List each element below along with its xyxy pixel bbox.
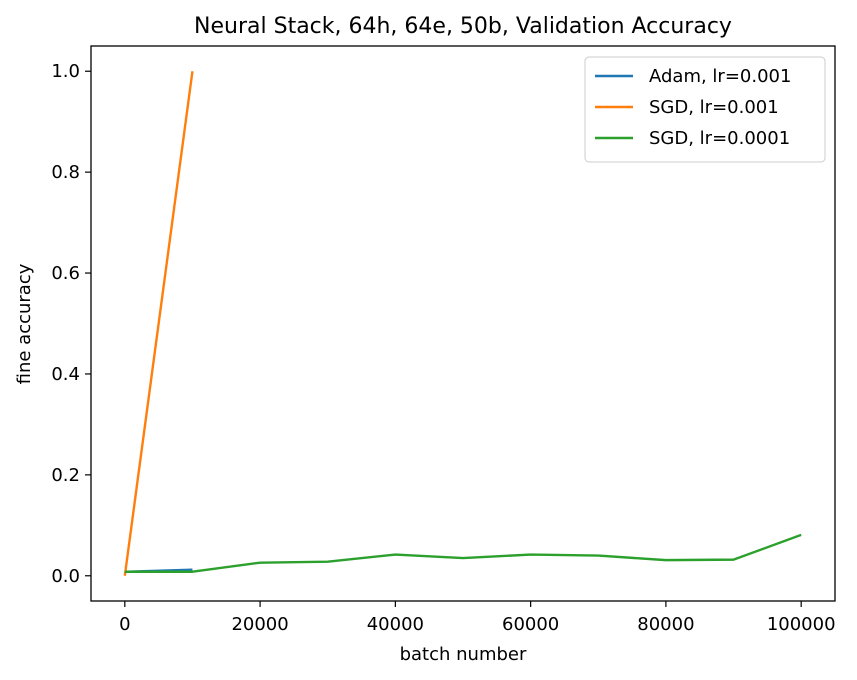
x-tick-label: 40000 [367, 614, 424, 635]
y-tick-label: 1.0 [51, 61, 80, 82]
legend: Adam, lr=0.001 SGD, lr=0.001 SGD, lr=0.000… [584, 56, 826, 163]
x-tick-label: 0 [119, 614, 130, 635]
chart-title: Neural Stack, 64h, 64e, 50b, Validation … [194, 14, 732, 39]
y-tick-label: 0.8 [51, 162, 80, 183]
y-tick-label: 0.4 [51, 364, 80, 385]
series-line-1 [123, 71, 194, 576]
legend-label-2: SGD, lr=0.0001 [649, 128, 790, 149]
y-axis-label: fine accuracy [14, 263, 35, 384]
legend-box [584, 56, 826, 163]
legend-label-0: Adam, lr=0.001 [649, 66, 791, 87]
x-tick-label: 60000 [502, 614, 559, 635]
axes-layer: 0 20000 40000 60000 80000 100000 0.0 0.2 0.4 0.6 0… [51, 45, 836, 635]
series-layer [123, 71, 802, 576]
x-tick-label: 20000 [231, 614, 288, 635]
x-tick-label: 80000 [637, 614, 694, 635]
y-tick-label: 0.2 [51, 465, 80, 486]
legend-label-1: SGD, lr=0.001 [649, 97, 779, 118]
y-tick-label: 0.0 [51, 566, 80, 587]
series-line-2 [124, 533, 802, 573]
plot-frame [90, 45, 836, 602]
y-tick-label: 0.6 [51, 263, 80, 284]
x-axis-label: batch number [400, 644, 527, 665]
x-tick-label: 100000 [767, 614, 836, 635]
